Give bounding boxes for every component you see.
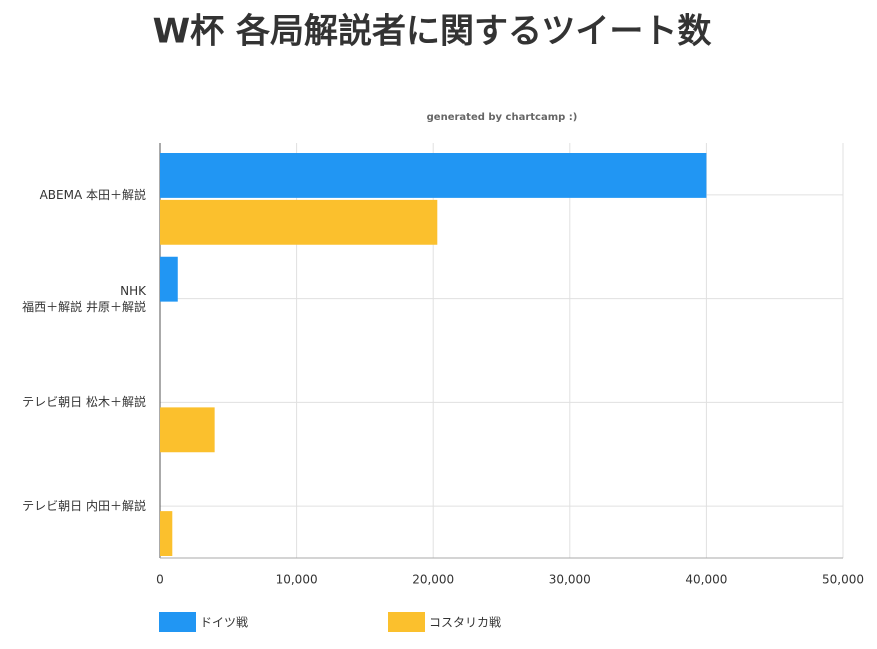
bar [160,153,707,198]
legend-swatch [159,612,196,632]
x-tick-label: 50,000 [822,573,864,587]
y-tick-label: ABEMA 本田＋解説 [39,187,146,202]
y-tick-label: テレビ朝日 松木＋解説 [22,395,146,410]
x-tick-label: 30,000 [549,573,591,587]
y-tick-label: NHK 福西＋解説 井原＋解説 [22,283,146,314]
legend-swatch [388,612,425,632]
x-tick-label: 40,000 [685,573,727,587]
bar [160,407,215,453]
y-tick-label: テレビ朝日 内田＋解説 [22,499,146,514]
x-tick-label: 20,000 [412,573,454,587]
bar [160,256,178,302]
legend-label: コスタリカ戦 [429,616,501,630]
x-tick-label: 0 [156,573,164,587]
chart-subtitle: generated by chartcamp :) [427,112,578,123]
x-tick-label: 10,000 [276,573,318,587]
bar [160,511,173,556]
legend-label: ドイツ戦 [200,616,248,630]
bar [160,199,438,245]
chart-title: W杯 各局解説者に関するツイート数 [153,12,712,52]
